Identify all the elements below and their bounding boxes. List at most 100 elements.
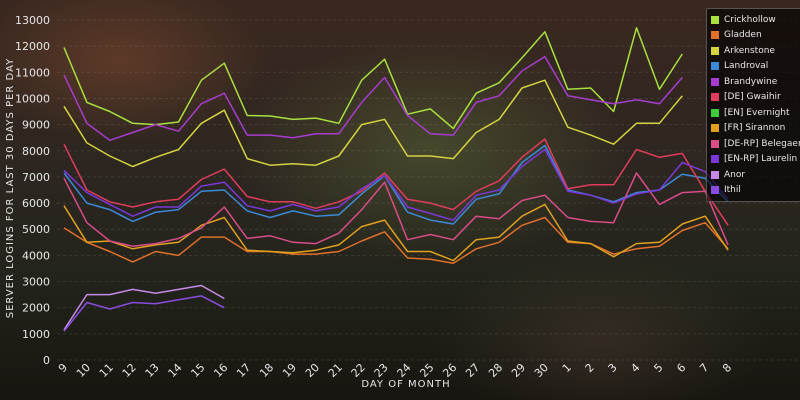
- legend-swatch: [711, 186, 719, 195]
- x-tick-label: 25: [417, 361, 436, 380]
- x-tick-label: 27: [463, 361, 482, 380]
- x-tick-label: 22: [349, 361, 368, 380]
- legend-swatch: [711, 124, 719, 133]
- x-tick-label: 12: [120, 361, 139, 380]
- x-tick-label: 17: [234, 361, 253, 380]
- legend-label: Landroval: [724, 61, 769, 72]
- legend-item[interactable]: Brandywine: [711, 74, 800, 90]
- legend-item[interactable]: [DE] Gwaihir: [711, 90, 800, 106]
- x-tick-label: 30: [532, 361, 551, 380]
- legend-label: Brandywine: [724, 76, 778, 87]
- legend-swatch: [711, 77, 719, 86]
- series-line-10: [63, 284, 225, 331]
- legend-item[interactable]: [EN-RP] Laurelin: [711, 152, 800, 168]
- x-tick-label: 1: [560, 361, 574, 375]
- y-tick-label: 13000: [15, 14, 50, 27]
- x-tick-label: 4: [628, 361, 642, 375]
- y-tick-label: 11000: [15, 66, 50, 79]
- series-line-0: [63, 27, 683, 130]
- y-tick-label: 6000: [22, 197, 50, 210]
- x-tick-label: 11: [97, 361, 116, 380]
- legend-label: Ithil: [724, 185, 741, 196]
- x-tick-label: 29: [509, 361, 528, 380]
- legend-label: [EN-RP] Laurelin: [724, 154, 798, 165]
- y-tick-label: 12000: [15, 40, 50, 53]
- x-tick-label: 21: [326, 361, 345, 380]
- x-tick-label: 16: [211, 361, 230, 380]
- series-line-9: [63, 148, 729, 221]
- x-tick-label: 23: [372, 361, 391, 380]
- x-tick-label: 19: [280, 361, 299, 380]
- legend-label: [DE-RP] Belegaer: [724, 138, 800, 149]
- gridlines: [57, 19, 800, 361]
- x-tick-label: 8: [720, 361, 734, 375]
- series-line-3: [63, 144, 729, 225]
- series-line-11: [63, 295, 225, 332]
- x-tick-label: 6: [674, 361, 688, 375]
- series-line-1: [63, 216, 729, 264]
- series-line-2: [63, 79, 683, 168]
- legend-item[interactable]: Landroval: [711, 59, 800, 75]
- y-tick-label: 2000: [22, 302, 50, 315]
- x-tick-label: 24: [395, 361, 414, 380]
- legend-swatch: [711, 46, 719, 55]
- legend-swatch: [711, 15, 719, 24]
- x-tick-label: 18: [257, 361, 276, 380]
- series-lines: [63, 27, 729, 332]
- x-tick-label: 3: [606, 361, 620, 375]
- legend-item[interactable]: [FR] Sirannon: [711, 121, 800, 137]
- legend-item[interactable]: [EN] Evernight: [711, 105, 800, 121]
- x-tick-label: 28: [486, 361, 505, 380]
- y-tick-label: 0: [43, 354, 50, 367]
- y-axis-ticks: 0 1000 2000 3000 4000 5000 6000 7000 8000 9000 100…: [15, 14, 50, 367]
- x-tick-label: 13: [143, 361, 162, 380]
- legend-label: Arkenstone: [724, 45, 775, 56]
- legend-label: [DE] Gwaihir: [724, 92, 781, 103]
- legend-swatch: [711, 108, 719, 117]
- legend-item[interactable]: Gladden: [711, 28, 800, 44]
- legend: Crickhollow Gladden Arkenstone Landroval Bra…: [706, 8, 800, 202]
- y-tick-label: 3000: [22, 276, 50, 289]
- y-tick-label: 5000: [22, 223, 50, 236]
- x-tick-label: 15: [188, 361, 207, 380]
- series-line-8: [63, 172, 729, 247]
- legend-swatch: [711, 139, 719, 148]
- x-tick-label: 10: [74, 361, 93, 380]
- series-line-5: [63, 138, 729, 226]
- y-tick-label: 8000: [22, 145, 50, 158]
- x-tick-label: 26: [440, 361, 459, 380]
- y-tick-label: 10000: [15, 92, 50, 105]
- legend-swatch: [711, 155, 719, 164]
- legend-label: Anor: [724, 169, 746, 180]
- legend-label: [FR] Sirannon: [724, 123, 786, 134]
- y-axis-label: SERVER LOGINS FOR LAST 30 DAYS PER DAY: [5, 58, 16, 318]
- legend-swatch: [711, 170, 719, 179]
- legend-item[interactable]: Arkenstone: [711, 43, 800, 59]
- y-tick-label: 7000: [22, 171, 50, 184]
- legend-label: [EN] Evernight: [724, 107, 790, 118]
- series-line-7: [63, 203, 729, 262]
- legend-item[interactable]: Anor: [711, 167, 800, 183]
- series-line-4: [63, 55, 683, 142]
- legend-swatch: [711, 93, 719, 102]
- y-tick-label: 1000: [22, 328, 50, 341]
- x-tick-label: 7: [697, 361, 711, 375]
- legend-item[interactable]: Ithil: [711, 183, 800, 199]
- legend-item[interactable]: [DE-RP] Belegaer: [711, 136, 800, 152]
- legend-label: Gladden: [724, 30, 762, 41]
- y-tick-label: 4000: [22, 249, 50, 262]
- legend-swatch: [711, 62, 719, 71]
- y-tick-label: 9000: [22, 119, 50, 132]
- legend-item[interactable]: Crickhollow: [711, 12, 800, 28]
- legend-label: Crickhollow: [724, 14, 776, 25]
- legend-swatch: [711, 31, 719, 40]
- x-tick-label: 9: [56, 361, 70, 375]
- x-tick-label: 14: [166, 361, 185, 380]
- x-tick-label: 20: [303, 361, 322, 380]
- x-tick-label: 5: [651, 361, 665, 375]
- x-axis-label: DAY OF MONTH: [361, 379, 450, 390]
- x-axis-ticks: 9 10 11 12 13 14 15 16 17 18 19 20 21 22 23 24 25 26 27 28 2…: [56, 361, 734, 380]
- x-tick-label: 2: [583, 361, 597, 375]
